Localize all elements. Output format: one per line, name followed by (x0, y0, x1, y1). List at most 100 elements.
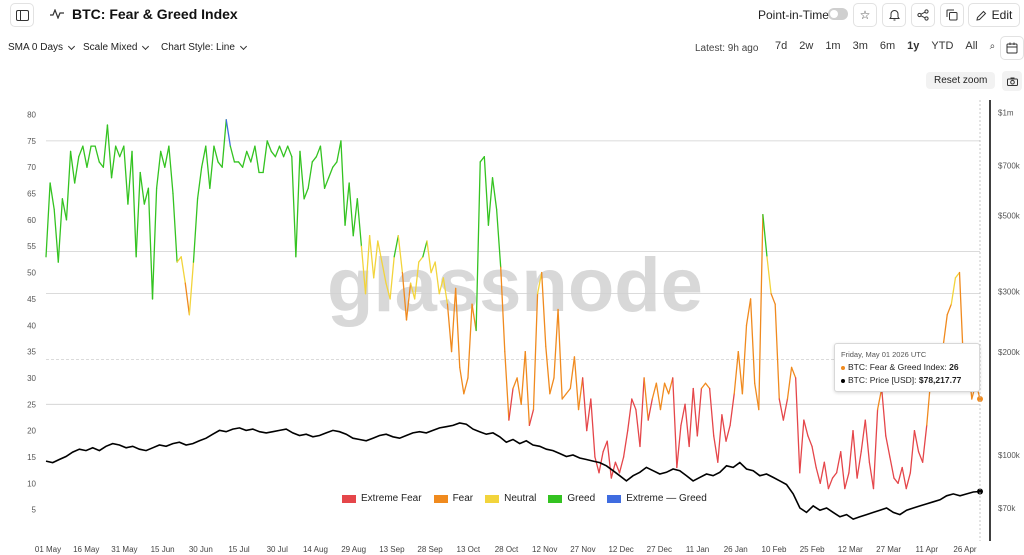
y-tick-label: 75 (27, 137, 36, 146)
fng-line-segment (598, 451, 604, 474)
fng-line-segment (721, 414, 727, 442)
legend-item[interactable]: Extreme Fear (342, 493, 422, 504)
fng-line-segment (373, 240, 379, 279)
chart-style-dropdown[interactable]: Chart Style: Line (161, 42, 247, 53)
fng-line-segment (446, 303, 453, 353)
fng-line-segment (708, 387, 715, 437)
scale-dropdown[interactable]: Scale Mixed (83, 42, 150, 53)
fng-line-segment (700, 382, 707, 390)
fng-line-segment (868, 461, 875, 490)
fng-line-segment (246, 150, 252, 163)
legend-item[interactable]: Neutral (485, 493, 536, 504)
calendar-icon[interactable] (1000, 36, 1024, 60)
chart-area[interactable]: glassnode 5 10 15 20 25 30 35 40 45 50 55 60 65 70 75 80… (0, 96, 1024, 555)
copy-icon[interactable] (940, 3, 964, 27)
fng-line-segment (893, 477, 899, 484)
fng-line-segment (504, 350, 510, 421)
fng-line-segment (713, 435, 719, 463)
edit-button[interactable]: Edit (968, 3, 1020, 27)
y2-tick-label: $100k (998, 451, 1021, 460)
range-6m[interactable]: 6m (879, 40, 896, 52)
reset-zoom-button[interactable]: Reset zoom (926, 72, 996, 89)
share-icon[interactable] (911, 3, 935, 27)
range-selector: 7d 2w 1m 3m 6m 1y YTD All ⌕ (770, 38, 1000, 54)
y-tick-label: 25 (27, 400, 36, 409)
fng-line-segment (876, 387, 883, 411)
chevron-down-icon (142, 42, 150, 50)
y2-tick-label: $700k (998, 162, 1021, 171)
watermark-text: glassnode (327, 243, 703, 328)
y-tick-label: 40 (27, 321, 36, 330)
legend-swatch (485, 494, 500, 503)
fng-line-segment (950, 277, 957, 305)
fng-line-segment (745, 298, 752, 326)
bell-icon[interactable] (882, 3, 906, 27)
range-1m[interactable]: 1m (825, 40, 841, 52)
fng-line-segment (221, 119, 227, 168)
range-2w[interactable]: 2w (799, 40, 814, 52)
camera-icon[interactable] (1002, 71, 1022, 91)
fng-line-segment (573, 356, 580, 411)
legend-label: Extreme — Greed (626, 493, 707, 504)
point-in-time-toggle[interactable] (828, 8, 848, 20)
fng-line-segment (57, 198, 64, 263)
legend-item[interactable]: Greed (548, 493, 595, 504)
legend-label: Greed (567, 493, 596, 504)
x-tick-label: 26 Jan (724, 545, 748, 554)
zoom-search-icon[interactable]: ⌕ (989, 40, 996, 52)
fng-line-segment (53, 208, 59, 263)
fng-line-segment (483, 156, 490, 226)
fng-current-point (977, 396, 983, 403)
x-tick-label: 10 Feb (762, 545, 787, 554)
fng-line-segment (594, 456, 600, 474)
fng-line-segment (586, 398, 592, 432)
x-tick-label: 26 Apr (953, 545, 976, 554)
range-3m[interactable]: 3m (852, 40, 868, 52)
fng-line-segment (917, 451, 924, 463)
fng-line-segment (176, 256, 182, 263)
fng-line-segment (147, 187, 154, 300)
tooltip-fng-label: BTC: Fear & Greed Index: (848, 362, 947, 372)
fng-line-segment (381, 261, 387, 284)
range-7d[interactable]: 7d (775, 40, 788, 52)
fng-line-segment (860, 419, 866, 453)
fng-line-segment (811, 445, 817, 469)
fng-line-segment (180, 256, 186, 284)
fng-line-segment (618, 456, 625, 474)
fng-line-segment (328, 166, 334, 179)
fng-line-segment (954, 271, 961, 279)
fng-line-segment (127, 150, 133, 205)
fng-line-segment (143, 187, 150, 205)
fng-line-segment (168, 145, 174, 195)
sma-dropdown[interactable]: SMA 0 Days (8, 42, 76, 53)
fng-line-segment (541, 271, 547, 347)
legend-item[interactable]: Fear (433, 493, 473, 504)
legend-item[interactable]: Extreme — Greed (607, 493, 707, 504)
fng-line-segment (291, 156, 297, 258)
range-ytd[interactable]: YTD (931, 40, 954, 52)
y-tick-label: 15 (27, 453, 36, 462)
fng-line-segment (512, 377, 518, 390)
fng-line-segment (672, 377, 678, 469)
fng-line-segment (614, 461, 621, 474)
fng-line-segment (82, 145, 88, 168)
fng-line-segment (835, 451, 842, 474)
fng-line-segment (315, 145, 322, 158)
fng-line-segment (340, 140, 346, 226)
star-icon[interactable]: ☆ (853, 3, 877, 27)
fng-line-segment (303, 187, 309, 200)
range-all[interactable]: All (965, 40, 978, 52)
fng-line-segment (471, 303, 477, 332)
fng-line-segment (778, 398, 785, 421)
y-tick-label: 70 (27, 163, 36, 172)
fng-line-segment (45, 182, 51, 258)
fng-line-segment (209, 145, 215, 189)
fng-line-segment (475, 161, 481, 332)
fng-line-segment (844, 472, 850, 490)
range-1y[interactable]: 1y (907, 40, 920, 52)
sidebar-toggle-icon[interactable] (10, 3, 34, 27)
sma-label: SMA 0 Days (8, 42, 64, 53)
fng-line-segment (815, 466, 821, 484)
fng-line-segment (508, 387, 514, 421)
fng-line-segment (196, 166, 203, 200)
